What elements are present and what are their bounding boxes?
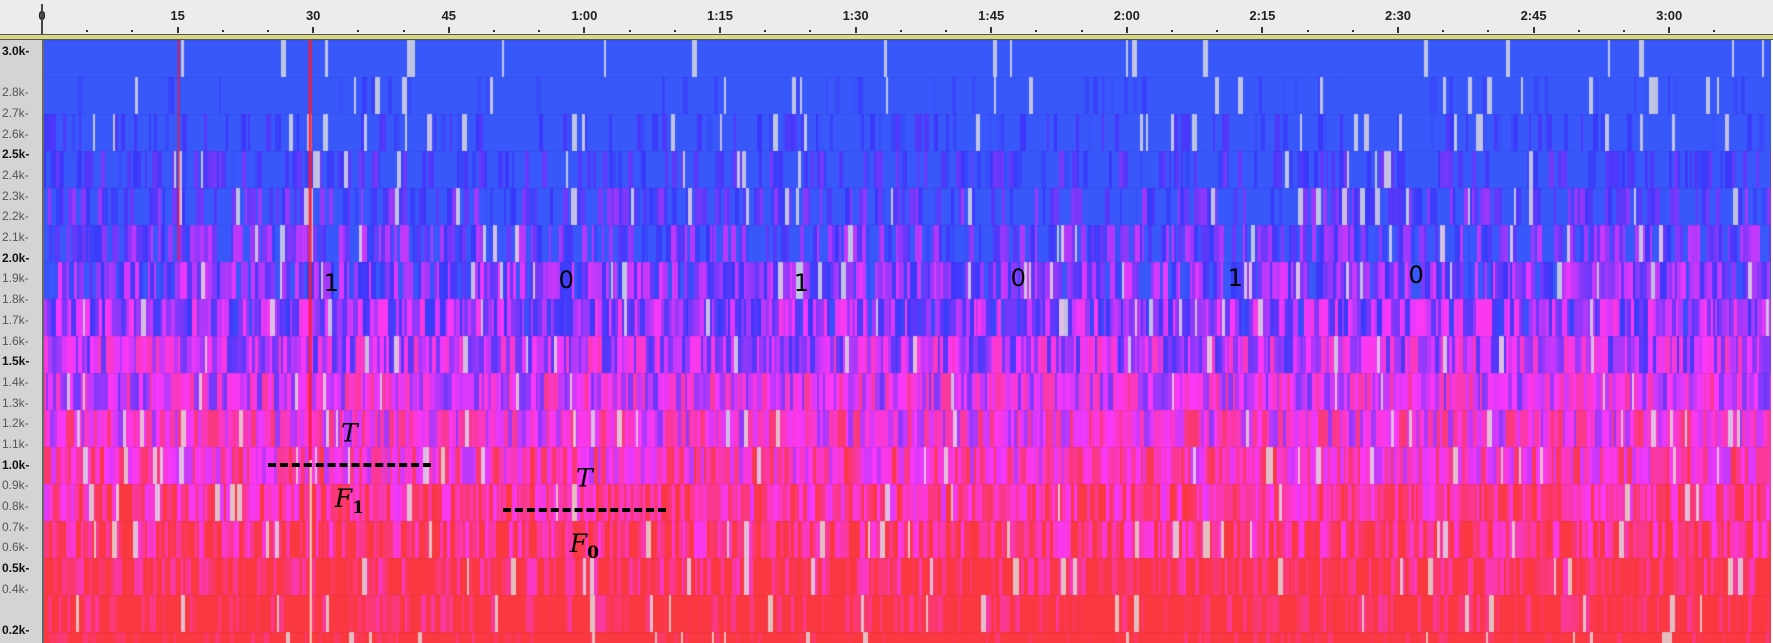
time-tick-minor <box>899 30 902 32</box>
frequency-tick-label: 2.2k- <box>2 209 29 224</box>
bit-label: 1 <box>793 268 809 297</box>
frequency-tick-label: 0.9k- <box>2 478 29 493</box>
time-tick-minor <box>131 30 134 32</box>
frequency-tick-label: 0.2k- <box>2 623 30 638</box>
time-tick-minor <box>1216 30 1219 32</box>
time-ruler[interactable]: 01530451:001:151:301:452:002:152:302:453… <box>0 0 1773 34</box>
time-tick-label: 2:00 <box>1113 8 1140 23</box>
time-tick-label: 2:45 <box>1520 8 1547 23</box>
frequency-tick-label: 1.6k- <box>2 333 29 348</box>
frequency-tick-label: 1.9k- <box>2 271 29 286</box>
frequency-symbol: F0 <box>570 529 599 563</box>
frequency-tick-label: 1.4k- <box>2 374 29 389</box>
bit-label: 0 <box>1408 261 1424 290</box>
frequency-tick-label: 1.7k- <box>2 312 29 327</box>
time-tick-minor <box>1713 30 1716 32</box>
frequency-tick-label: 2.7k- <box>2 106 29 121</box>
frequency-tick-label: 1.5k- <box>2 354 30 369</box>
time-tick-major <box>1397 27 1399 33</box>
time-tick-label: 2:30 <box>1384 8 1412 23</box>
frequency-axis: 3.0k- 2.8k- 2.7k- 2.6k- 2.5k- 2.4k- 2.3k- 2.2k-… <box>0 40 44 643</box>
frequency-tick-label: 2.3k- <box>2 188 29 203</box>
threshold-label: T <box>576 463 593 493</box>
time-tick-minor <box>945 30 947 32</box>
time-tick-minor <box>1080 30 1083 32</box>
time-tick-minor <box>628 30 631 32</box>
frequency-tick-label: 2.8k- <box>2 85 29 100</box>
time-tick-minor <box>221 30 224 32</box>
timeline-bar[interactable] <box>0 34 1773 40</box>
bit-label: 1 <box>1227 264 1243 293</box>
time-tick-major <box>1261 27 1264 33</box>
time-tick-minor <box>1577 30 1580 32</box>
time-tick-minor <box>402 30 405 32</box>
time-tick-major <box>719 27 721 33</box>
frequency-subscript: 1 <box>352 497 364 518</box>
bit-label: 1 <box>323 268 339 297</box>
time-tick-major <box>447 27 450 33</box>
frequency-tick-label: 1.2k- <box>2 416 29 431</box>
frequency-tick-label: 0.6k- <box>2 540 29 555</box>
time-tick-minor <box>1442 30 1445 32</box>
threshold-dashed-line <box>268 462 431 471</box>
threshold-label: T <box>341 418 358 448</box>
time-tick-major <box>176 27 179 33</box>
time-tick-minor <box>538 30 541 32</box>
time-tick-label: 2:15 <box>1249 8 1276 23</box>
time-tick-minor <box>493 30 495 32</box>
frequency-symbol: F1 <box>335 484 364 518</box>
time-tick-minor <box>764 30 767 32</box>
time-tick-label: 3:00 <box>1656 8 1683 23</box>
frequency-tick-label: 1.8k- <box>2 292 29 307</box>
time-tick-major <box>583 27 586 33</box>
time-tick-label: 15 <box>170 8 185 23</box>
frequency-symbol-letter: F <box>334 483 353 513</box>
threshold-dashed-line <box>503 508 666 516</box>
time-tick-minor <box>1306 30 1309 32</box>
time-tick-label: 1:30 <box>842 8 869 23</box>
time-tick-minor <box>1035 30 1038 32</box>
spectrogram[interactable] <box>44 40 1771 643</box>
frequency-tick-label: 1.0k- <box>2 457 30 472</box>
bit-label: 0 <box>1010 264 1026 293</box>
time-tick-minor <box>267 30 269 32</box>
time-tick-label: 45 <box>441 8 457 23</box>
frequency-tick-label: 1.1k- <box>2 436 29 451</box>
time-tick-minor <box>357 30 360 32</box>
time-tick-major <box>312 27 315 33</box>
time-tick-minor <box>1487 30 1490 32</box>
frequency-tick-label: 0.5k- <box>2 561 30 575</box>
time-tick-label: 1:15 <box>706 8 734 23</box>
frequency-tick-label: 2.0k- <box>2 250 30 265</box>
time-tick-major <box>854 27 857 33</box>
time-tick-minor <box>1171 30 1173 32</box>
frequency-tick-label: 1.3k- <box>2 395 29 410</box>
time-tick-label: 1:45 <box>978 8 1005 23</box>
bit-label: 0 <box>558 265 574 294</box>
time-tick-minor <box>809 30 812 32</box>
time-tick-major <box>1125 27 1128 33</box>
time-tick-minor <box>673 30 676 32</box>
time-tick-label: 1:00 <box>571 8 598 23</box>
frequency-tick-label: 2.5k- <box>2 147 30 162</box>
frequency-tick-label: 0.8k- <box>2 498 29 513</box>
frequency-subscript: 0 <box>587 543 599 564</box>
frequency-tick-label: 0.7k- <box>2 519 29 534</box>
playhead-cursor[interactable] <box>41 4 43 34</box>
frequency-tick-label: 0.4k- <box>2 581 29 596</box>
time-tick-major <box>1668 27 1671 33</box>
time-tick-label: 30 <box>305 8 321 23</box>
frequency-tick-label: 3.0k- <box>2 44 30 58</box>
frequency-symbol-letter: F <box>569 529 588 559</box>
time-tick-minor <box>1623 30 1625 32</box>
frequency-tick-label: 2.6k- <box>2 126 29 141</box>
frequency-tick-label: 2.1k- <box>2 230 29 245</box>
time-tick-minor <box>1351 30 1354 32</box>
time-tick-major <box>1532 27 1535 33</box>
time-tick-major <box>990 27 993 33</box>
frequency-tick-label: 2.4k- <box>2 168 29 183</box>
time-tick-minor <box>86 30 89 32</box>
